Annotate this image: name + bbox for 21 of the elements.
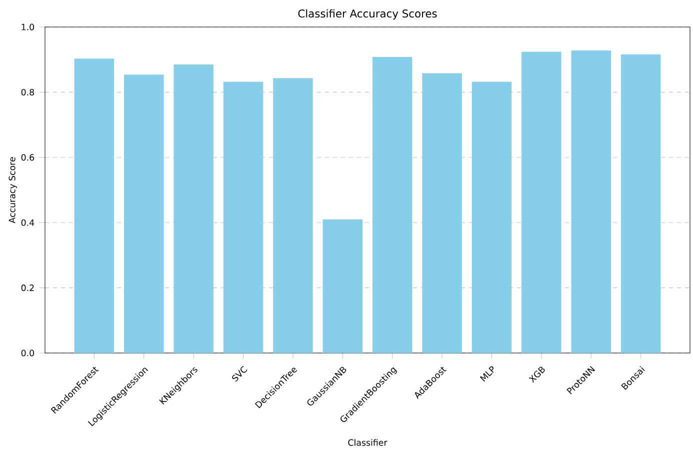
bar bbox=[223, 82, 264, 353]
bar bbox=[472, 82, 512, 353]
chart-title: Classifier Accuracy Scores bbox=[298, 9, 437, 20]
bar bbox=[273, 78, 313, 353]
y-tick-label: 0.8 bbox=[21, 88, 34, 96]
bar bbox=[422, 73, 462, 353]
y-axis-title: Accuracy Score bbox=[8, 157, 17, 224]
bar bbox=[322, 219, 363, 353]
bar bbox=[522, 52, 562, 353]
bar bbox=[620, 54, 661, 353]
y-tick-label: 1.0 bbox=[22, 24, 34, 30]
bar bbox=[174, 64, 214, 353]
x-axis-title: Classifier bbox=[348, 439, 388, 446]
y-tick-label: 0.2 bbox=[21, 284, 34, 292]
y-tick-label: 0.4 bbox=[21, 219, 34, 226]
bar bbox=[124, 74, 164, 353]
bar bbox=[571, 50, 611, 353]
y-tick-label: 0.0 bbox=[21, 350, 34, 356]
bar bbox=[372, 57, 412, 353]
bar bbox=[74, 58, 114, 353]
y-tick-label: 0.6 bbox=[21, 154, 34, 161]
